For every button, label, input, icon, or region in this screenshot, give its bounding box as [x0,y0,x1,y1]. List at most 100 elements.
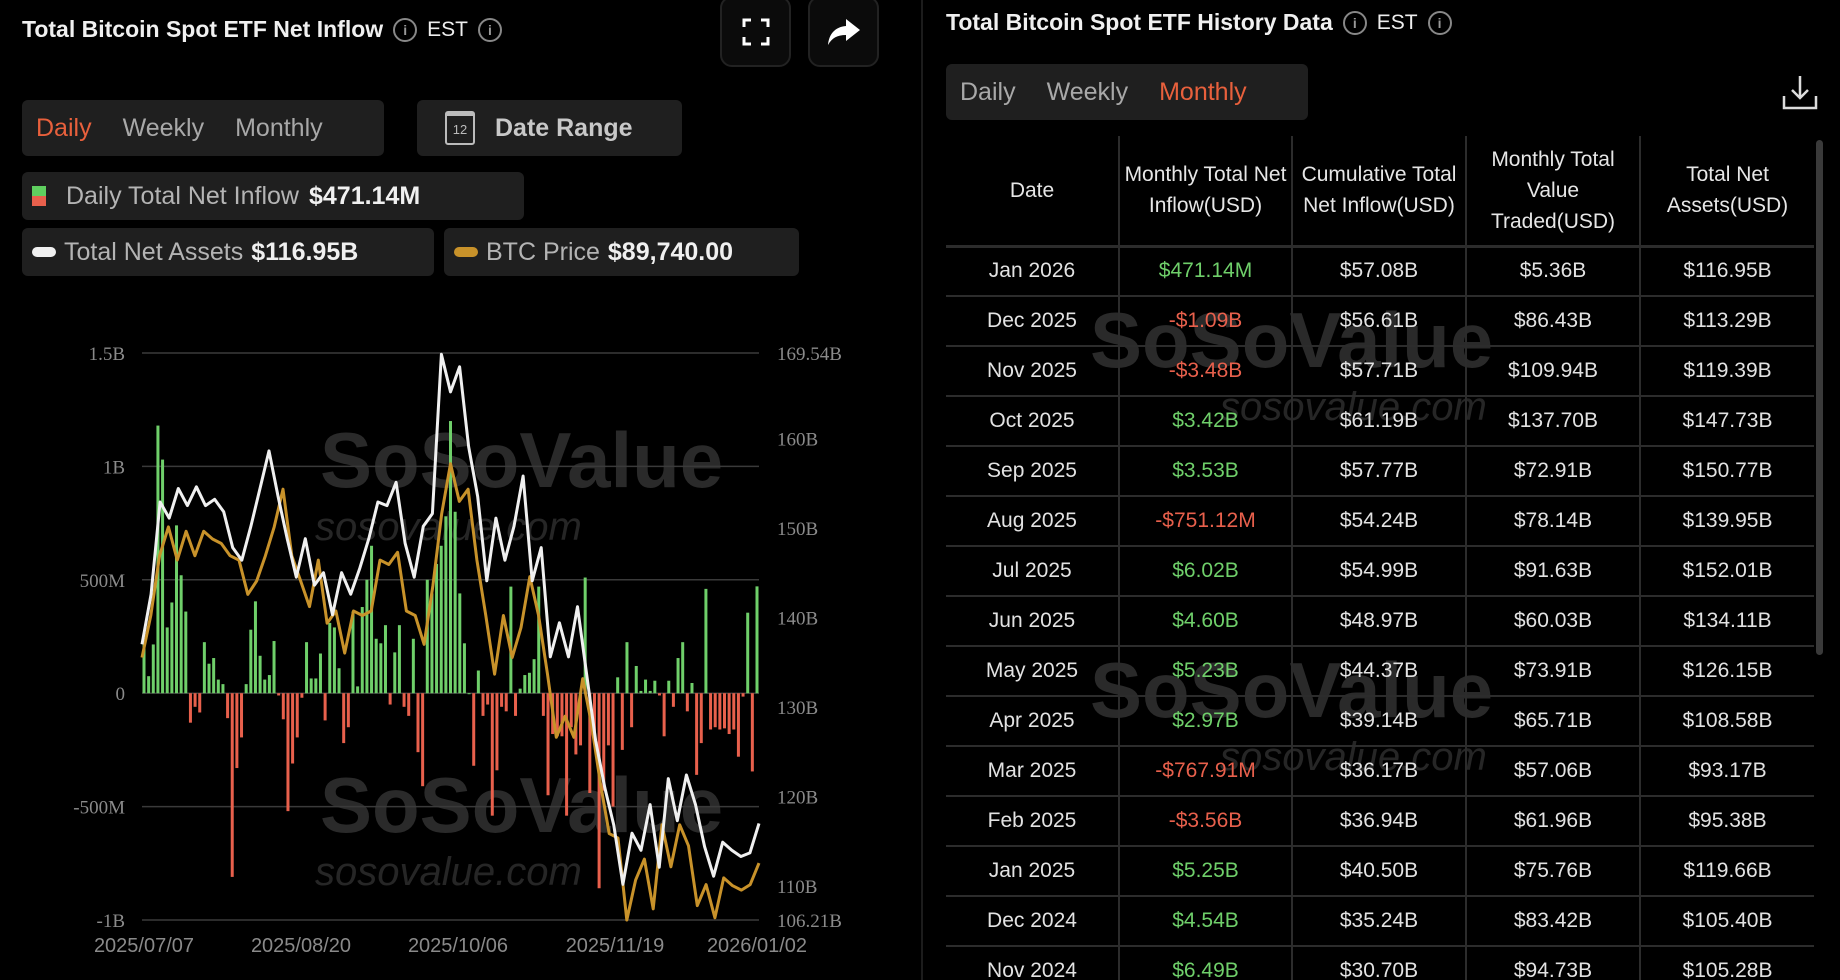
download-button[interactable] [1782,74,1818,115]
share-button[interactable] [808,0,879,67]
table-scrollbar[interactable] [1816,140,1823,655]
inflow-bar[interactable] [216,679,220,694]
inflow-bar[interactable] [500,693,504,707]
inflow-bar[interactable] [397,625,401,694]
inflow-bar[interactable] [365,579,369,694]
inflow-bar[interactable] [523,675,527,694]
inflow-bar[interactable] [653,680,657,694]
inflow-bar[interactable] [342,693,346,744]
inflow-bar[interactable] [527,672,531,694]
inflow-bar[interactable] [207,663,211,694]
inflow-bar[interactable] [226,693,230,719]
tab-daily[interactable]: Daily [960,77,1016,106]
btc-price-line[interactable] [140,462,761,922]
inflow-bar[interactable] [732,693,736,730]
inflow-bar[interactable] [746,612,750,694]
column-header-value-traded[interactable]: Monthly Total Value Traded(USD) [1465,136,1640,248]
inflow-bar[interactable] [393,652,397,694]
inflow-bar[interactable] [588,693,592,793]
inflow-bar[interactable] [611,693,615,807]
inflow-bar[interactable] [337,668,341,694]
inflow-bar[interactable] [476,670,480,694]
fullscreen-button[interactable] [720,0,791,67]
column-header-date[interactable]: Date [946,136,1119,248]
inflow-bar[interactable] [727,693,731,735]
inflow-bar[interactable] [569,693,573,728]
inflow-bar[interactable] [240,693,244,738]
inflow-bar[interactable] [602,693,606,791]
inflow-bar[interactable] [685,693,689,712]
inflow-bar[interactable] [634,665,638,694]
inflow-bar[interactable] [486,693,490,705]
inflow-bar[interactable] [565,693,569,816]
inflow-bar[interactable] [263,679,267,694]
inflow-bar[interactable] [314,678,318,694]
inflow-bar[interactable] [755,586,759,694]
inflow-bar[interactable] [277,693,281,696]
inflow-bar[interactable] [514,693,518,716]
inflow-bar[interactable] [147,676,151,694]
inflow-bar[interactable] [518,688,522,694]
column-header-monthly-inflow[interactable]: Monthly Total Net Inflow(USD) [1118,136,1292,248]
tab-weekly[interactable]: Weekly [122,113,205,142]
inflow-bar[interactable] [332,627,336,694]
inflow-bar[interactable] [411,638,415,694]
tab-monthly[interactable]: Monthly [235,113,323,142]
inflow-bar[interactable] [305,642,309,694]
inflow-bar[interactable] [546,693,550,796]
inflow-bar[interactable] [388,693,392,705]
inflow-bar[interactable] [416,693,420,753]
inflow-chart[interactable]: 1.5B 1B 500M 0 -500M -1B 169.54B 160B 150B 140B 13… [0,320,920,980]
inflow-bar[interactable] [472,693,476,766]
inflow-bar[interactable] [161,459,165,694]
inflow-bar[interactable] [272,641,276,694]
inflow-bar[interactable] [709,693,713,730]
inflow-bar[interactable] [699,693,703,744]
inflow-bar[interactable] [458,593,462,694]
inflow-bar[interactable] [695,693,699,775]
inflow-bar[interactable] [704,588,708,694]
inflow-bar[interactable] [295,693,299,738]
inflow-bar[interactable] [713,693,717,728]
inflow-bar[interactable] [541,693,545,716]
info-icon[interactable]: i [1342,10,1367,35]
inflow-bar[interactable] [736,693,740,757]
inflow-bar[interactable] [741,693,745,697]
inflow-bar[interactable] [592,693,596,744]
inflow-bar[interactable] [351,611,355,694]
inflow-bar[interactable] [374,638,378,694]
inflow-bar[interactable] [165,627,169,694]
inflow-bar[interactable] [170,602,174,694]
info-icon[interactable]: i [393,17,418,42]
column-header-cumulative-inflow[interactable]: Cumulative Total Net Inflow(USD) [1291,136,1466,248]
inflow-bar[interactable] [620,693,624,750]
inflow-bar[interactable] [676,658,680,694]
inflow-bar[interactable] [430,593,434,694]
inflow-bar[interactable] [202,642,206,694]
inflow-bar[interactable] [286,693,290,812]
inflow-bar[interactable] [662,693,666,737]
tab-monthly[interactable]: Monthly [1159,77,1247,106]
inflow-bar[interactable] [230,693,234,877]
inflow-bar[interactable] [309,678,313,694]
inflow-bar[interactable] [481,693,485,716]
inflow-bar[interactable] [253,601,257,694]
inflow-bar[interactable] [360,607,364,694]
legend-daily-inflow[interactable]: Daily Total Net Inflow $471.14M [22,172,524,220]
inflow-bar[interactable] [722,693,726,729]
legend-btc-price[interactable]: BTC Price $89,740.00 [444,228,799,276]
inflow-bar[interactable] [439,545,443,694]
inflow-bar[interactable] [630,693,634,728]
inflow-bar[interactable] [188,693,192,723]
tab-weekly[interactable]: Weekly [1046,77,1129,106]
inflow-bar[interactable] [142,644,146,694]
inflow-bar[interactable] [151,644,155,694]
total-net-assets-line[interactable] [140,352,761,886]
inflow-bar[interactable] [198,693,202,713]
inflow-bar[interactable] [444,516,448,694]
inflow-bar[interactable] [648,690,652,694]
legend-total-net-assets[interactable]: Total Net Assets $116.95B [22,228,434,276]
inflow-bar[interactable] [249,629,253,694]
inflow-bar[interactable] [323,693,327,721]
inflow-bar[interactable] [435,563,439,694]
